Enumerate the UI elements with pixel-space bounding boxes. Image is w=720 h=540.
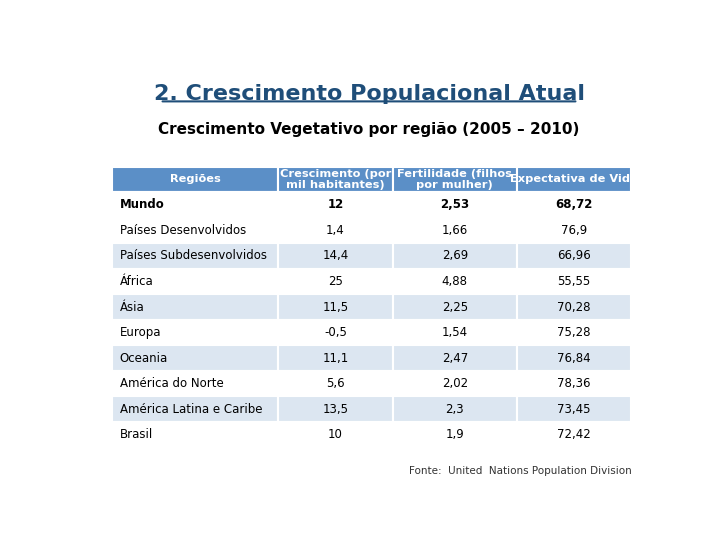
Text: 75,28: 75,28 (557, 326, 591, 339)
Text: Regiões: Regiões (170, 174, 221, 185)
Bar (279, 345, 392, 371)
Bar (279, 218, 392, 243)
Bar (112, 345, 279, 371)
Text: América Latina e Caribe: América Latina e Caribe (120, 402, 262, 416)
Text: 76,9: 76,9 (561, 224, 588, 237)
Bar (112, 396, 279, 422)
Text: -0,5: -0,5 (324, 326, 347, 339)
Bar (392, 269, 517, 294)
Text: 1,9: 1,9 (446, 428, 464, 441)
Text: América do Norte: América do Norte (120, 377, 223, 390)
Bar (392, 345, 517, 371)
Text: Países Subdesenvolvidos: Países Subdesenvolvidos (120, 249, 266, 262)
Text: Oceania: Oceania (120, 352, 168, 365)
Bar (279, 294, 392, 320)
Text: 5,6: 5,6 (326, 377, 345, 390)
Text: 2,02: 2,02 (442, 377, 468, 390)
Bar (517, 269, 631, 294)
Text: África: África (120, 275, 153, 288)
Bar (112, 422, 279, 447)
Text: 2,47: 2,47 (441, 352, 468, 365)
Text: Brasil: Brasil (120, 428, 153, 441)
Bar (112, 218, 279, 243)
Bar (112, 243, 279, 269)
Bar (517, 396, 631, 422)
Bar (392, 218, 517, 243)
Text: Mundo: Mundo (120, 198, 164, 212)
Text: 12: 12 (328, 198, 343, 212)
Bar (112, 371, 279, 396)
Text: 2,53: 2,53 (440, 198, 469, 212)
Bar (392, 243, 517, 269)
Bar (279, 167, 392, 192)
Text: Europa: Europa (120, 326, 161, 339)
Bar (279, 371, 392, 396)
Bar (279, 243, 392, 269)
Text: 1,54: 1,54 (442, 326, 468, 339)
Text: 11,5: 11,5 (323, 300, 348, 314)
Bar (279, 269, 392, 294)
Bar (112, 269, 279, 294)
Bar (279, 422, 392, 447)
Text: Países Desenvolvidos: Países Desenvolvidos (120, 224, 246, 237)
Text: 70,28: 70,28 (557, 300, 591, 314)
Bar (517, 243, 631, 269)
Text: 25: 25 (328, 275, 343, 288)
Bar (392, 371, 517, 396)
Bar (517, 294, 631, 320)
Text: 14,4: 14,4 (323, 249, 348, 262)
Bar (392, 422, 517, 447)
Bar (279, 396, 392, 422)
Text: 11,1: 11,1 (323, 352, 348, 365)
Text: 4,88: 4,88 (442, 275, 468, 288)
Bar (112, 320, 279, 345)
Text: 10: 10 (328, 428, 343, 441)
Text: 2. Crescimento Populacional Atual: 2. Crescimento Populacional Atual (153, 84, 585, 104)
Bar (112, 192, 279, 218)
Text: 13,5: 13,5 (323, 402, 348, 416)
Text: Crescimento (por
mil habitantes): Crescimento (por mil habitantes) (280, 168, 391, 190)
Text: 76,84: 76,84 (557, 352, 591, 365)
Text: 72,42: 72,42 (557, 428, 591, 441)
Bar (112, 167, 279, 192)
Bar (279, 320, 392, 345)
Text: 68,72: 68,72 (556, 198, 593, 212)
Text: 78,36: 78,36 (557, 377, 591, 390)
Text: 73,45: 73,45 (557, 402, 591, 416)
Bar (517, 320, 631, 345)
Text: 55,55: 55,55 (557, 275, 591, 288)
Text: Fertilidade (filhos
por mulher): Fertilidade (filhos por mulher) (397, 168, 512, 190)
Text: 1,4: 1,4 (326, 224, 345, 237)
Text: 66,96: 66,96 (557, 249, 591, 262)
Bar (392, 192, 517, 218)
Bar (392, 396, 517, 422)
Bar (392, 167, 517, 192)
Text: 2,25: 2,25 (442, 300, 468, 314)
Text: 1,66: 1,66 (441, 224, 468, 237)
Bar (517, 345, 631, 371)
Text: 2,3: 2,3 (446, 402, 464, 416)
Text: Fonte:  United  Nations Population Division: Fonte: United Nations Population Divisio… (408, 465, 631, 476)
Bar (517, 371, 631, 396)
Text: Crescimento Vegetativo por região (2005 – 2010): Crescimento Vegetativo por região (2005 … (158, 122, 580, 137)
Text: 2,69: 2,69 (441, 249, 468, 262)
Text: Ásia: Ásia (120, 300, 144, 314)
Bar (392, 320, 517, 345)
Bar (279, 192, 392, 218)
Bar (517, 422, 631, 447)
Bar (392, 294, 517, 320)
Bar (517, 192, 631, 218)
Bar (112, 294, 279, 320)
Bar (517, 218, 631, 243)
Text: Expectativa de Vida: Expectativa de Vida (510, 174, 638, 185)
Bar (517, 167, 631, 192)
